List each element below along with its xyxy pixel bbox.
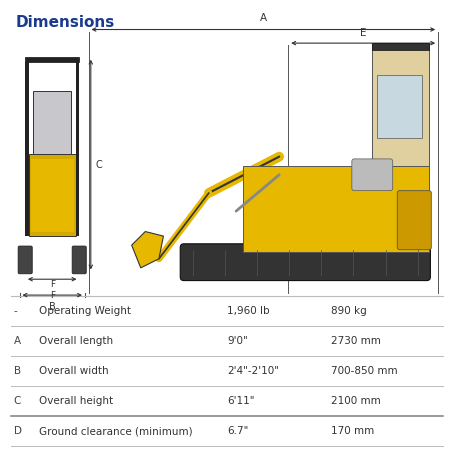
Bar — [372, 43, 429, 166]
Text: 2'4"-2'10": 2'4"-2'10" — [227, 366, 279, 376]
Text: 2730 mm: 2730 mm — [331, 336, 381, 346]
FancyBboxPatch shape — [352, 159, 393, 191]
Text: Overall height: Overall height — [39, 396, 113, 406]
Text: 700-850 mm: 700-850 mm — [331, 366, 398, 376]
Text: 6'11": 6'11" — [227, 396, 255, 406]
Text: B: B — [49, 302, 55, 312]
Bar — [33, 91, 71, 154]
Text: 170 mm: 170 mm — [331, 426, 375, 436]
Text: Operating Weight: Operating Weight — [39, 306, 131, 316]
Text: -: - — [14, 306, 17, 316]
Bar — [25, 57, 79, 62]
Text: A: A — [260, 13, 267, 23]
Text: 1,960 lb: 1,960 lb — [227, 306, 270, 316]
Text: C: C — [14, 396, 21, 406]
Text: Dimensions: Dimensions — [16, 15, 115, 30]
FancyBboxPatch shape — [243, 166, 429, 252]
Text: 890 kg: 890 kg — [331, 306, 367, 316]
Text: B: B — [14, 366, 21, 376]
FancyBboxPatch shape — [397, 191, 431, 250]
Text: C: C — [95, 159, 102, 170]
Bar — [31, 159, 74, 232]
FancyBboxPatch shape — [180, 244, 430, 281]
Text: Overall length: Overall length — [39, 336, 113, 346]
Bar — [377, 75, 422, 138]
Bar — [372, 43, 429, 50]
Text: Ground clearance (minimum): Ground clearance (minimum) — [39, 426, 192, 436]
Text: 9'0": 9'0" — [227, 336, 248, 346]
Bar — [29, 154, 76, 236]
Bar — [76, 62, 79, 236]
Text: Overall width: Overall width — [39, 366, 108, 376]
Bar — [25, 62, 29, 236]
Text: D: D — [14, 426, 22, 436]
Text: F: F — [49, 291, 55, 300]
Polygon shape — [132, 232, 163, 268]
Text: E: E — [360, 28, 366, 38]
Text: 6.7": 6.7" — [227, 426, 248, 436]
Text: F: F — [49, 280, 55, 289]
FancyBboxPatch shape — [72, 246, 86, 274]
Text: A: A — [14, 336, 21, 346]
Text: 2100 mm: 2100 mm — [331, 396, 381, 406]
FancyBboxPatch shape — [18, 246, 32, 274]
